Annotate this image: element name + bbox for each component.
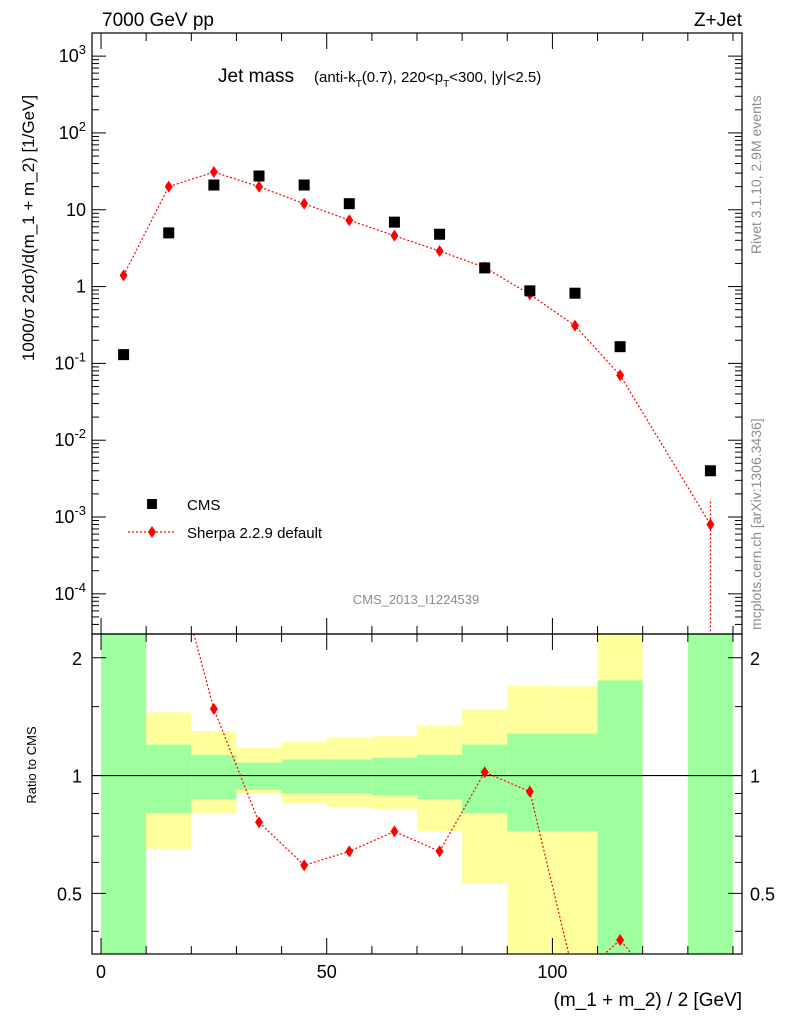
side-mcplots: mcplots.cern.ch [arXiv:1306.3436]: [748, 418, 764, 630]
mc-ratio-point-9: [525, 785, 534, 798]
ratio-tick-label-left: 1: [72, 767, 82, 787]
cms-point-4: [298, 179, 310, 191]
ytick-label: 10-4: [54, 580, 86, 604]
plot-subtitle: (anti-kT(0.7), 220<pT<300, |y|<2.5): [314, 69, 541, 90]
legend-label-sherpa: Sherpa 2.2.9 default: [187, 525, 323, 542]
band-stat-10: [552, 733, 598, 832]
cms-point-9: [524, 285, 536, 297]
header-right: Z+Jet: [694, 10, 743, 31]
ytick-label: 10-2: [54, 426, 86, 450]
ratio-tick-label-right: 2: [750, 649, 760, 669]
mc-ratio-point-6: [390, 825, 399, 838]
header-left: 7000 GeV pp: [102, 10, 214, 31]
cms-point-12: [704, 465, 716, 477]
x-axis-label: (m_1 + m_2) / 2 [GeV]: [554, 990, 743, 1011]
band-stat-5: [326, 759, 372, 794]
ytick-label: 10: [66, 200, 86, 220]
band-stat-4: [281, 759, 327, 794]
cms-point-2: [208, 179, 220, 191]
band-stat-6: [371, 757, 417, 796]
band-stat-7: [417, 754, 463, 800]
mc-point-10: [570, 319, 579, 332]
mc-ratio-point-4: [300, 859, 309, 872]
band-stat-2: [191, 754, 237, 800]
mc-point-1: [164, 180, 173, 193]
watermark: CMS_2013_I1224539: [353, 592, 480, 607]
legend: CMS Sherpa 2.2.9 default: [128, 497, 323, 542]
cms-point-8: [479, 262, 491, 274]
cms-point-6: [388, 216, 400, 228]
cms-point-10: [569, 287, 581, 299]
ytick-label: 103: [59, 42, 86, 66]
band-stat-9: [507, 733, 553, 832]
xtick-label: 50: [317, 962, 337, 982]
xtick-label: 0: [96, 962, 106, 982]
data-series: [118, 170, 716, 477]
mc-point-11: [616, 369, 625, 382]
mc-point-6: [390, 229, 399, 242]
cms-point-5: [343, 198, 355, 210]
ytick-label: 10-1: [54, 349, 86, 373]
mc-point-0: [119, 269, 128, 282]
cms-point-1: [163, 227, 175, 239]
band-stat-1: [146, 744, 192, 814]
mc-point-5: [345, 214, 354, 227]
plot-title: Jet mass: [218, 66, 294, 87]
ratio-tick-label-left: 0.5: [57, 884, 82, 904]
side-rivet: Rivet 3.1.10, 2.9M events: [748, 95, 764, 254]
mc-point-4: [300, 197, 309, 210]
legend-marker-sherpa: [148, 526, 156, 538]
mc-point-12: [706, 518, 715, 531]
mc-point-2: [209, 166, 218, 179]
uncertainty-bands: [101, 634, 733, 954]
mc-point-3: [255, 180, 264, 193]
legend-marker-cms: [147, 499, 157, 509]
mc-ratio-point-7: [435, 845, 444, 858]
mc-ratio-point-11: [616, 934, 625, 947]
mc-ratio-point-8: [480, 766, 489, 779]
axes-ticks: 10-4 10-3 10-2 10-1 1 10 102 103 0.5 0.5 1 1 2 2 0 50 10…: [54, 32, 775, 982]
legend-label-cms: CMS: [187, 497, 220, 514]
mc-ratio: [193, 634, 633, 954]
ratio-y-axis-label: Ratio to CMS: [24, 726, 39, 804]
xtick-label: 100: [537, 962, 567, 982]
ratio-tick-label-left: 2: [72, 649, 82, 669]
mc-ratio-point-2: [209, 702, 218, 715]
ratio-tick-label-right: 1: [750, 767, 760, 787]
band-stat-11: [597, 680, 643, 954]
band-group: [101, 634, 733, 954]
y-axis-label: 1000/σ 2dσ)/d(m_1 + m_2) [1/GeV]: [19, 95, 38, 361]
cms-point-11: [614, 341, 626, 353]
ratio-tick-label-right: 0.5: [750, 884, 775, 904]
mc-point-7: [435, 245, 444, 258]
cms-point-7: [434, 228, 446, 240]
mc-ratio-point-5: [345, 845, 354, 858]
cms-point-3: [253, 170, 265, 182]
mc-ratio-point-3: [255, 816, 264, 829]
band-stat-8: [462, 744, 508, 814]
mc-top: [119, 166, 715, 634]
ytick-label: 10-3: [54, 503, 86, 527]
band-stat-12: [687, 634, 733, 954]
band-stat-0: [101, 634, 147, 954]
cms-point-0: [118, 349, 130, 361]
ytick-label: 102: [59, 119, 86, 143]
ytick-label: 1: [76, 277, 86, 297]
